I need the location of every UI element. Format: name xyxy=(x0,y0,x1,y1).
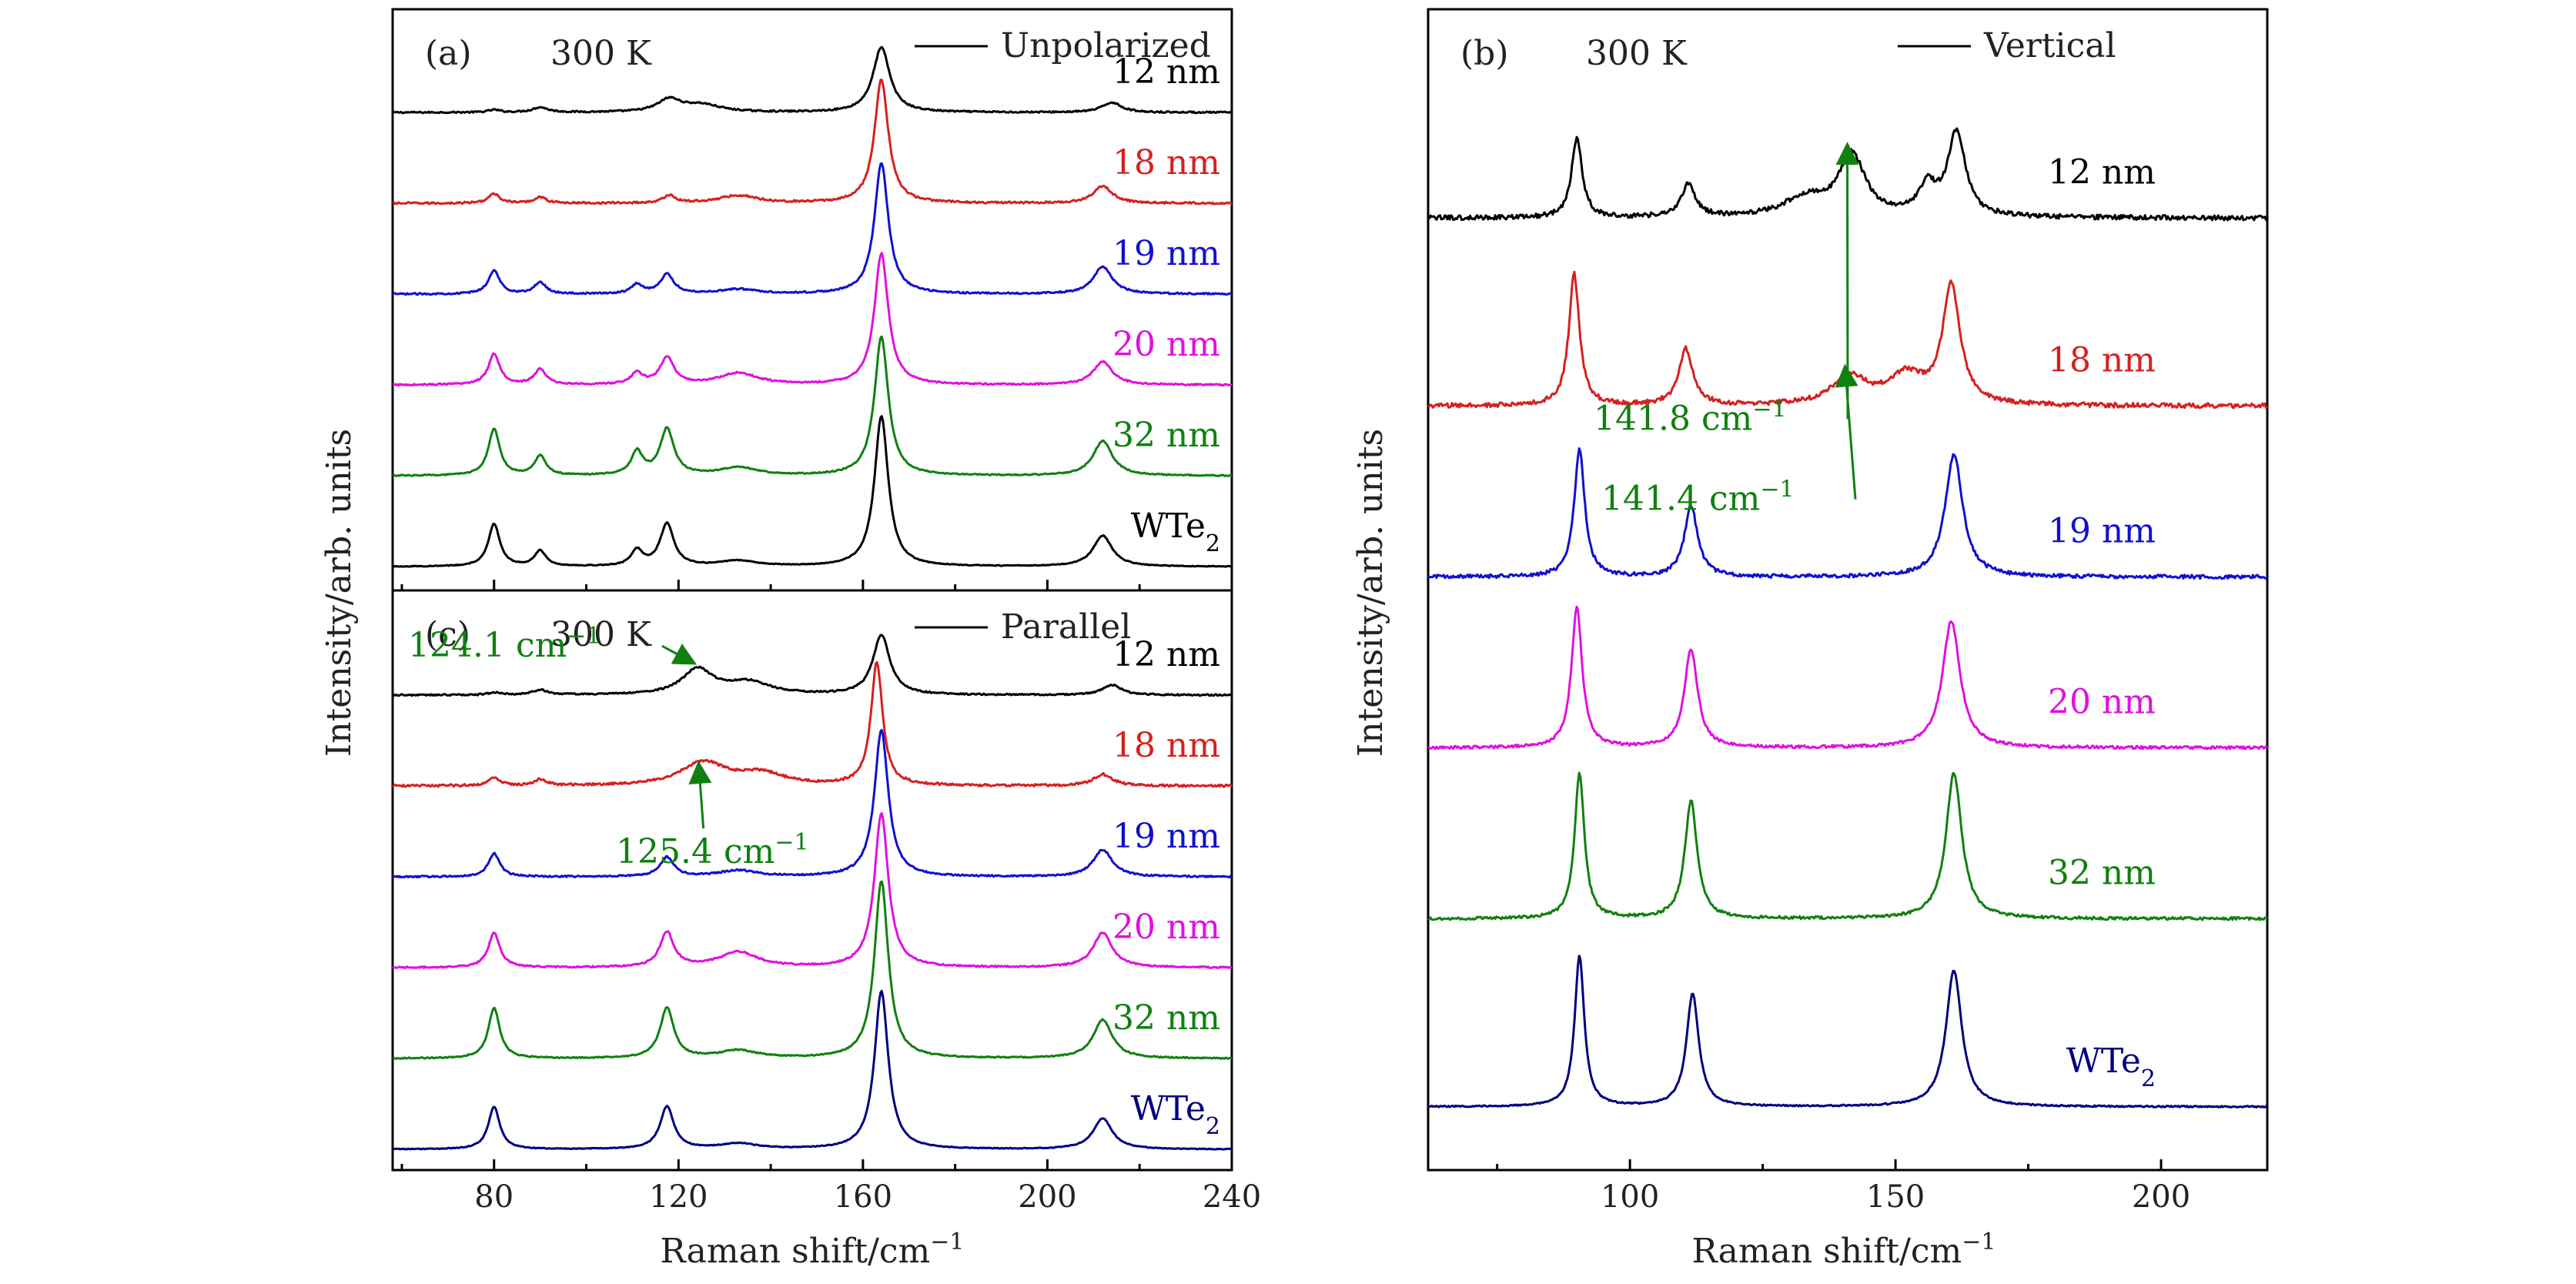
series-label-c-WTe2: WTe2 xyxy=(1131,1089,1220,1140)
temperature-b: 300 K xyxy=(1586,34,1688,73)
xlabel-left: Raman shift/cm−1 xyxy=(660,1229,964,1272)
annotation-c-1: 125.4 cm−1 xyxy=(616,829,809,872)
series-label-a-WTe2: WTe2 xyxy=(1131,507,1220,557)
xtick-label-b-1: 150 xyxy=(1866,1179,1925,1215)
xtick-label-c-4: 240 xyxy=(1203,1179,1261,1215)
series-line-b-32-nm xyxy=(1428,773,2267,920)
series-label-c-32-nm: 32 nm xyxy=(1112,998,1220,1038)
series-label-c-20-nm: 20 nm xyxy=(1112,908,1220,947)
panel-label-b: (b) xyxy=(1460,34,1509,73)
series-label-b-12-nm: 12 nm xyxy=(2048,152,2156,192)
series-line-b-20-nm xyxy=(1428,607,2267,749)
plot-frame-a xyxy=(393,9,1232,590)
series-label-b-WTe2: WTe2 xyxy=(2066,1042,2156,1092)
series-line-c-32-nm xyxy=(393,881,1232,1058)
series-line-a-18-nm xyxy=(393,80,1232,204)
series-label-b-18-nm: 18 nm xyxy=(2048,341,2156,380)
series-line-a-WTe2 xyxy=(393,416,1232,567)
xtick-label-b-2: 200 xyxy=(2132,1179,2190,1215)
ylabel-right: Intensity/arb. units xyxy=(1351,429,1390,757)
annotation-c-0: 124.1 cm−1 xyxy=(408,623,601,666)
annotation-arrow-c-0 xyxy=(662,646,693,663)
series-label-c-18-nm: 18 nm xyxy=(1112,726,1220,765)
series-label-b-20-nm: 20 nm xyxy=(2048,683,2156,722)
series-label-a-18-nm: 18 nm xyxy=(1112,143,1220,182)
series-line-a-32-nm xyxy=(393,336,1232,476)
series-line-c-18-nm xyxy=(393,662,1232,787)
legend-label-b: Vertical xyxy=(1983,26,2116,65)
xtick-label-c-2: 160 xyxy=(834,1179,892,1215)
series-label-a-20-nm: 20 nm xyxy=(1112,325,1220,364)
series-line-c-20-nm xyxy=(393,814,1232,968)
annotation-b-0: 141.8 cm−1 xyxy=(1594,396,1787,439)
temperature-a: 300 K xyxy=(550,34,652,73)
series-label-c-19-nm: 19 nm xyxy=(1112,817,1220,856)
series-line-a-20-nm xyxy=(393,253,1232,386)
panel-label-a: (a) xyxy=(425,34,472,73)
series-label-a-19-nm: 19 nm xyxy=(1112,234,1220,273)
xtick-label-c-1: 120 xyxy=(649,1179,708,1215)
series-label-b-32-nm: 32 nm xyxy=(2048,854,2156,893)
plot-frame-c xyxy=(393,590,1232,1170)
xtick-label-c-0: 80 xyxy=(474,1179,514,1215)
series-line-a-19-nm xyxy=(393,163,1232,294)
xtick-label-c-3: 200 xyxy=(1018,1179,1076,1215)
xlabel-right: Raman shift/cm−1 xyxy=(1691,1229,1996,1272)
series-label-b-19-nm: 19 nm xyxy=(2048,512,2156,551)
annotation-arrow-b-1 xyxy=(1845,368,1855,499)
series-label-a-32-nm: 32 nm xyxy=(1112,416,1220,455)
series-label-c-12-nm: 12 nm xyxy=(1112,635,1220,674)
panel-b: 100 150 200 (b) 300 K Vertical 12 nm 18 nm 19 nm… xyxy=(1428,9,2267,1215)
xtick-label-b-0: 100 xyxy=(1601,1179,1659,1215)
series-label-a-12-nm: 12 nm xyxy=(1112,52,1220,92)
series-line-c-19-nm xyxy=(393,730,1232,877)
annotation-b-1: 141.4 cm−1 xyxy=(1601,476,1795,519)
series-line-c-WTe2 xyxy=(393,991,1232,1149)
annotation-arrow-c-1 xyxy=(699,765,704,828)
ylabel-left: Intensity/arb. units xyxy=(319,429,359,757)
